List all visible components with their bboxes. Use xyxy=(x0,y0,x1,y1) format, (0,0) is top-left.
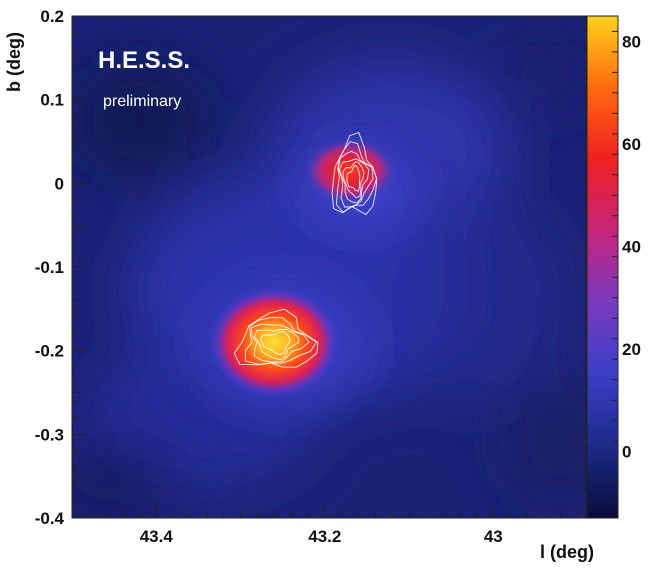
y-axis: 0.2 0.1 0 -0.1 -0.2 -0.3 -0.4 xyxy=(35,7,86,528)
gamma-ray-sources xyxy=(209,137,397,398)
y-axis-title: b (deg) xyxy=(4,32,24,92)
contour-line xyxy=(339,158,370,204)
colorbar: 80 60 40 20 0 xyxy=(586,15,641,519)
contour-line xyxy=(331,132,378,216)
x-axis-title: l (deg) xyxy=(540,542,594,562)
chart-subtitle: preliminary xyxy=(103,93,181,110)
x-tick-label: 43.4 xyxy=(140,527,174,546)
x-tick-label: 43.2 xyxy=(308,527,341,546)
colorbar-tick-label: 0 xyxy=(622,442,631,461)
colorbar-fill xyxy=(587,16,618,518)
contour-line xyxy=(342,160,365,199)
x-tick-label: 43 xyxy=(484,527,503,546)
x-axis: 43.4 43.2 43 xyxy=(71,504,579,546)
contour-line xyxy=(251,323,310,363)
colorbar-tick-label: 20 xyxy=(622,340,641,359)
chart-title: H.E.S.S. xyxy=(98,47,190,74)
dim-source-blob xyxy=(303,137,397,204)
contour-line xyxy=(244,317,317,365)
y-tick-label: -0.4 xyxy=(35,509,65,528)
colorbar-ticks: 80 60 40 20 0 xyxy=(612,30,641,504)
y-tick-label: -0.2 xyxy=(35,342,64,361)
heatmap-area: H.E.S.S. preliminary xyxy=(72,16,586,518)
colorbar-tick-label: 40 xyxy=(622,238,641,257)
y-tick-label: 0.1 xyxy=(40,91,64,110)
bright-source-blob xyxy=(209,287,340,398)
y-tick-label: 0.2 xyxy=(40,7,64,26)
contour-line xyxy=(233,308,319,368)
y-tick-label: -0.1 xyxy=(35,258,64,277)
y-tick-label: -0.3 xyxy=(35,425,64,444)
colorbar-tick-label: 60 xyxy=(622,135,641,154)
colorbar-tick-label: 80 xyxy=(622,33,641,52)
contour-line xyxy=(335,140,377,213)
contour-line xyxy=(253,328,300,361)
contour-line xyxy=(337,150,374,208)
colorbar-frame xyxy=(586,15,619,519)
contour-line xyxy=(346,164,361,192)
radio-contours xyxy=(233,132,378,368)
contour-line xyxy=(260,331,291,356)
y-tick-label: 0 xyxy=(55,174,64,193)
